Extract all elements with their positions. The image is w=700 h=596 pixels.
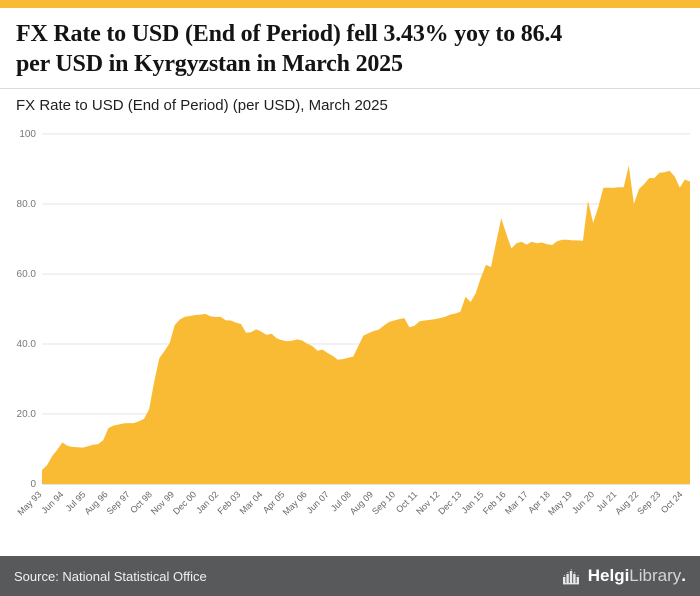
svg-text:Sep 10: Sep 10 <box>370 489 397 516</box>
svg-text:80.0: 80.0 <box>17 199 37 210</box>
svg-text:Mar 17: Mar 17 <box>503 489 530 516</box>
svg-text:Nov 12: Nov 12 <box>414 489 441 516</box>
accent-stripe <box>0 0 700 8</box>
divider <box>0 88 700 89</box>
svg-text:Jan 02: Jan 02 <box>194 489 220 515</box>
svg-text:Jun 94: Jun 94 <box>39 489 65 515</box>
footer: Source: National Statistical Office Helg… <box>0 556 700 596</box>
svg-text:60.0: 60.0 <box>17 269 37 280</box>
svg-text:Jan 15: Jan 15 <box>459 489 485 515</box>
svg-text:Dec 13: Dec 13 <box>436 489 463 516</box>
brand-dot: . <box>681 566 686 585</box>
svg-text:Feb 16: Feb 16 <box>481 489 508 516</box>
svg-text:May 19: May 19 <box>546 489 574 517</box>
svg-text:Aug 09: Aug 09 <box>348 489 375 516</box>
svg-text:Dec 00: Dec 00 <box>171 489 198 516</box>
svg-text:May 06: May 06 <box>281 489 309 517</box>
svg-text:Mar 04: Mar 04 <box>238 489 265 516</box>
svg-text:Sep 23: Sep 23 <box>635 489 662 516</box>
svg-text:Jun 07: Jun 07 <box>305 489 331 515</box>
svg-text:100: 100 <box>19 129 36 140</box>
helgi-library-logo: HelgiLibrary. <box>562 566 686 586</box>
source-text: Source: National Statistical Office <box>14 568 207 584</box>
svg-text:40.0: 40.0 <box>17 339 37 350</box>
svg-text:Aug 22: Aug 22 <box>613 489 640 516</box>
svg-text:20.0: 20.0 <box>17 409 37 420</box>
svg-text:Aug 96: Aug 96 <box>82 489 109 516</box>
header: FX Rate to USD (End of Period) fell 3.43… <box>0 8 700 120</box>
page-title: FX Rate to USD (End of Period) fell 3.43… <box>0 8 700 79</box>
brand-bold: Helgi <box>587 566 630 585</box>
brand-light: Library <box>629 566 682 585</box>
svg-text:May 93: May 93 <box>15 489 43 517</box>
svg-text:0: 0 <box>30 479 36 490</box>
title-line-1: FX Rate to USD (End of Period) fell 3.43… <box>16 21 563 47</box>
title-line-2: per USD in Kyrgyzstan in March 2025 <box>16 51 403 77</box>
svg-text:Jun 20: Jun 20 <box>570 489 596 515</box>
svg-text:Oct 24: Oct 24 <box>659 489 685 515</box>
svg-text:Sep 97: Sep 97 <box>105 489 132 516</box>
brand-text: HelgiLibrary. <box>588 566 686 586</box>
chart-subtitle: FX Rate to USD (End of Period) (per USD)… <box>16 97 388 114</box>
helgi-building-icon <box>562 569 579 585</box>
chart-area: 0 20.0 40.0 60.0 80.0 100 May 93 Jun 94 Jul 95 Au… <box>0 120 700 556</box>
svg-text:Feb 03: Feb 03 <box>216 489 243 516</box>
svg-text:Nov 99: Nov 99 <box>149 489 176 516</box>
